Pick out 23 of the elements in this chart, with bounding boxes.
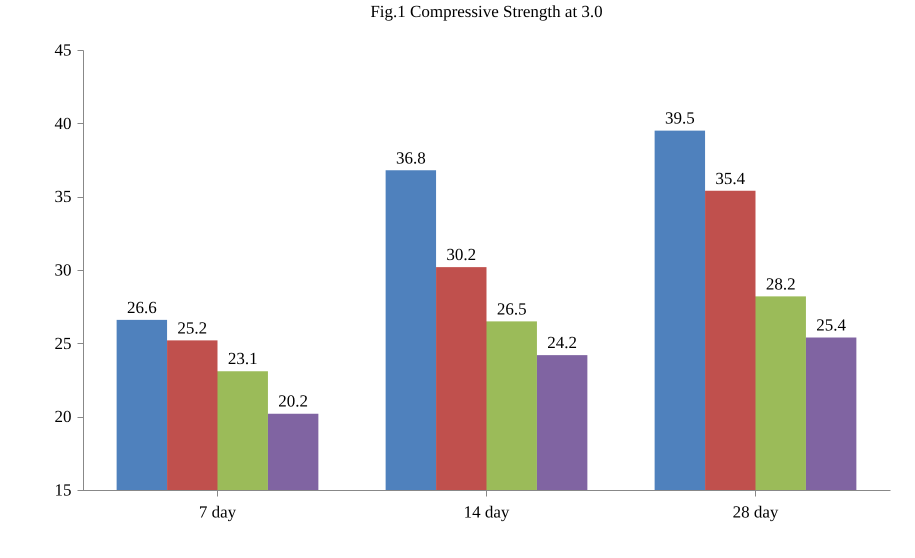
y-tick-label: 25 <box>54 334 72 353</box>
y-tick-label: 30 <box>54 260 72 280</box>
y-tick-label: 15 <box>54 480 72 500</box>
x-tick-label: 28 day <box>732 502 779 522</box>
data-label: 30.2 <box>446 245 476 264</box>
data-label: 26.6 <box>126 298 157 317</box>
data-label: 35.4 <box>715 168 746 188</box>
data-label: 25.2 <box>177 318 208 338</box>
data-label: 26.5 <box>496 299 527 318</box>
y-tick-label: 45 <box>54 40 72 60</box>
data-label: 23.1 <box>228 349 258 368</box>
y-tick-label: 20 <box>54 407 72 426</box>
data-label: 20.2 <box>278 392 308 411</box>
y-tick-label: 40 <box>54 114 72 133</box>
data-label: 39.5 <box>664 108 695 128</box>
chart-title: Fig.1 Compressive Strength at 3.0 <box>370 2 603 21</box>
x-tick-label: 7 day <box>198 502 237 522</box>
data-label: 36.8 <box>396 148 426 168</box>
y-tick-label: 35 <box>54 187 72 206</box>
data-label: 25.4 <box>816 315 847 334</box>
x-tick-label: 14 day <box>464 502 510 522</box>
data-label: 24.2 <box>547 333 578 352</box>
data-label: 28.2 <box>766 274 796 294</box>
